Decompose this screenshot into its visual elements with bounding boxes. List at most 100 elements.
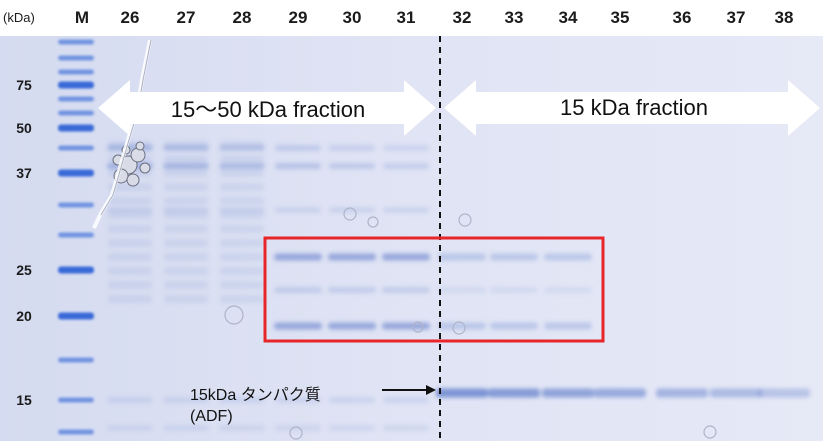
marker-label: 25 xyxy=(16,262,32,278)
lane-band xyxy=(490,253,538,261)
lane-label: 34 xyxy=(558,8,578,27)
lane-band xyxy=(219,207,265,213)
lane-band xyxy=(163,425,209,431)
lane-band xyxy=(163,145,209,151)
left-fraction-label: 15〜50 kDa fraction xyxy=(170,97,366,122)
lane-band xyxy=(108,281,152,289)
lane-band xyxy=(219,397,265,403)
lane-band xyxy=(329,207,375,213)
lane-band xyxy=(436,388,488,398)
lane-band xyxy=(220,267,264,275)
lane-band xyxy=(107,425,153,431)
lane-band xyxy=(274,253,322,261)
lane-band xyxy=(758,388,810,398)
marker-band xyxy=(58,145,94,151)
marker-band xyxy=(58,266,94,274)
lane-band xyxy=(220,155,264,163)
gel-crack-shadow xyxy=(100,39,152,216)
lane-band xyxy=(488,388,540,398)
lane-band xyxy=(108,225,152,233)
lane-label: 35 xyxy=(610,8,630,27)
lane-band xyxy=(382,287,430,293)
lane-band xyxy=(275,425,321,431)
lane-band xyxy=(164,253,208,261)
lane-band xyxy=(107,207,153,213)
right-fraction-arrow xyxy=(444,80,820,136)
lane-band xyxy=(164,267,208,275)
lane-band xyxy=(220,183,264,191)
lane-band xyxy=(108,197,152,205)
lane-label: 26 xyxy=(120,8,140,27)
lane-label: M xyxy=(74,8,90,27)
lane-band xyxy=(274,287,322,293)
lane-band xyxy=(220,239,264,247)
lane-band xyxy=(219,163,265,169)
lane-band xyxy=(219,425,265,431)
lane-band xyxy=(108,239,152,247)
lane-band xyxy=(275,145,321,151)
gel-crack xyxy=(92,39,152,229)
lane-band xyxy=(544,253,592,261)
lane-band xyxy=(329,145,375,151)
lane-band xyxy=(329,397,375,403)
lane-band xyxy=(382,322,430,330)
lane-band xyxy=(164,155,208,163)
lane-band xyxy=(275,163,321,169)
marker-band xyxy=(58,169,94,177)
lane-band xyxy=(108,253,152,261)
marker-band xyxy=(58,81,94,89)
lane-band xyxy=(164,197,208,205)
lane-label: 30 xyxy=(342,8,362,27)
highlight-box xyxy=(263,236,605,343)
lane-band xyxy=(107,397,153,403)
lane-label: 31 xyxy=(396,8,416,27)
annotation-line1: 15kDa タンパク質 xyxy=(190,387,321,404)
marker-band xyxy=(58,232,94,238)
marker-band xyxy=(58,110,94,116)
lane-band xyxy=(163,397,209,403)
lane-band xyxy=(275,397,321,403)
marker-band xyxy=(58,202,94,208)
lane-label: 37 xyxy=(726,8,746,27)
lane-band xyxy=(274,322,322,330)
marker-label: 50 xyxy=(16,120,32,136)
lane-band xyxy=(220,225,264,233)
lane-band xyxy=(220,281,264,289)
lane-band xyxy=(490,322,538,330)
marker-label: 20 xyxy=(16,308,32,324)
lane-label: 27 xyxy=(176,8,196,27)
gel-debris xyxy=(92,39,717,440)
marker-band xyxy=(58,397,94,403)
right-fraction-label: 15 kDa fraction xyxy=(560,95,708,120)
marker-band xyxy=(58,429,94,435)
lane-label: 36 xyxy=(672,8,692,27)
marker-band xyxy=(58,69,94,75)
annotation-arrow xyxy=(382,385,436,395)
marker-ladder xyxy=(58,39,94,435)
marker-label: 75 xyxy=(16,77,32,93)
lane-band xyxy=(163,207,209,213)
lane-band xyxy=(328,322,376,330)
lane-band xyxy=(328,287,376,293)
gel-bands xyxy=(107,141,810,431)
lane-band xyxy=(220,197,264,205)
lane-band xyxy=(438,287,486,293)
lane-band xyxy=(220,169,264,177)
lane-band xyxy=(490,287,538,293)
lane-band xyxy=(164,239,208,247)
lane-label: 28 xyxy=(232,8,252,27)
lane-band xyxy=(328,253,376,261)
fraction-arrows xyxy=(98,80,820,136)
marker-label: 15 xyxy=(16,392,32,408)
lane-band xyxy=(275,207,321,213)
lane-band xyxy=(382,253,430,261)
lane-band xyxy=(108,183,152,191)
lane-band xyxy=(220,253,264,261)
lane-band xyxy=(164,225,208,233)
marker-band xyxy=(58,357,94,363)
lane-band xyxy=(164,183,208,191)
lane-band xyxy=(544,287,592,293)
lane-band xyxy=(594,388,646,398)
unit-label: (kDa) xyxy=(3,10,35,25)
lane-band xyxy=(164,295,208,303)
